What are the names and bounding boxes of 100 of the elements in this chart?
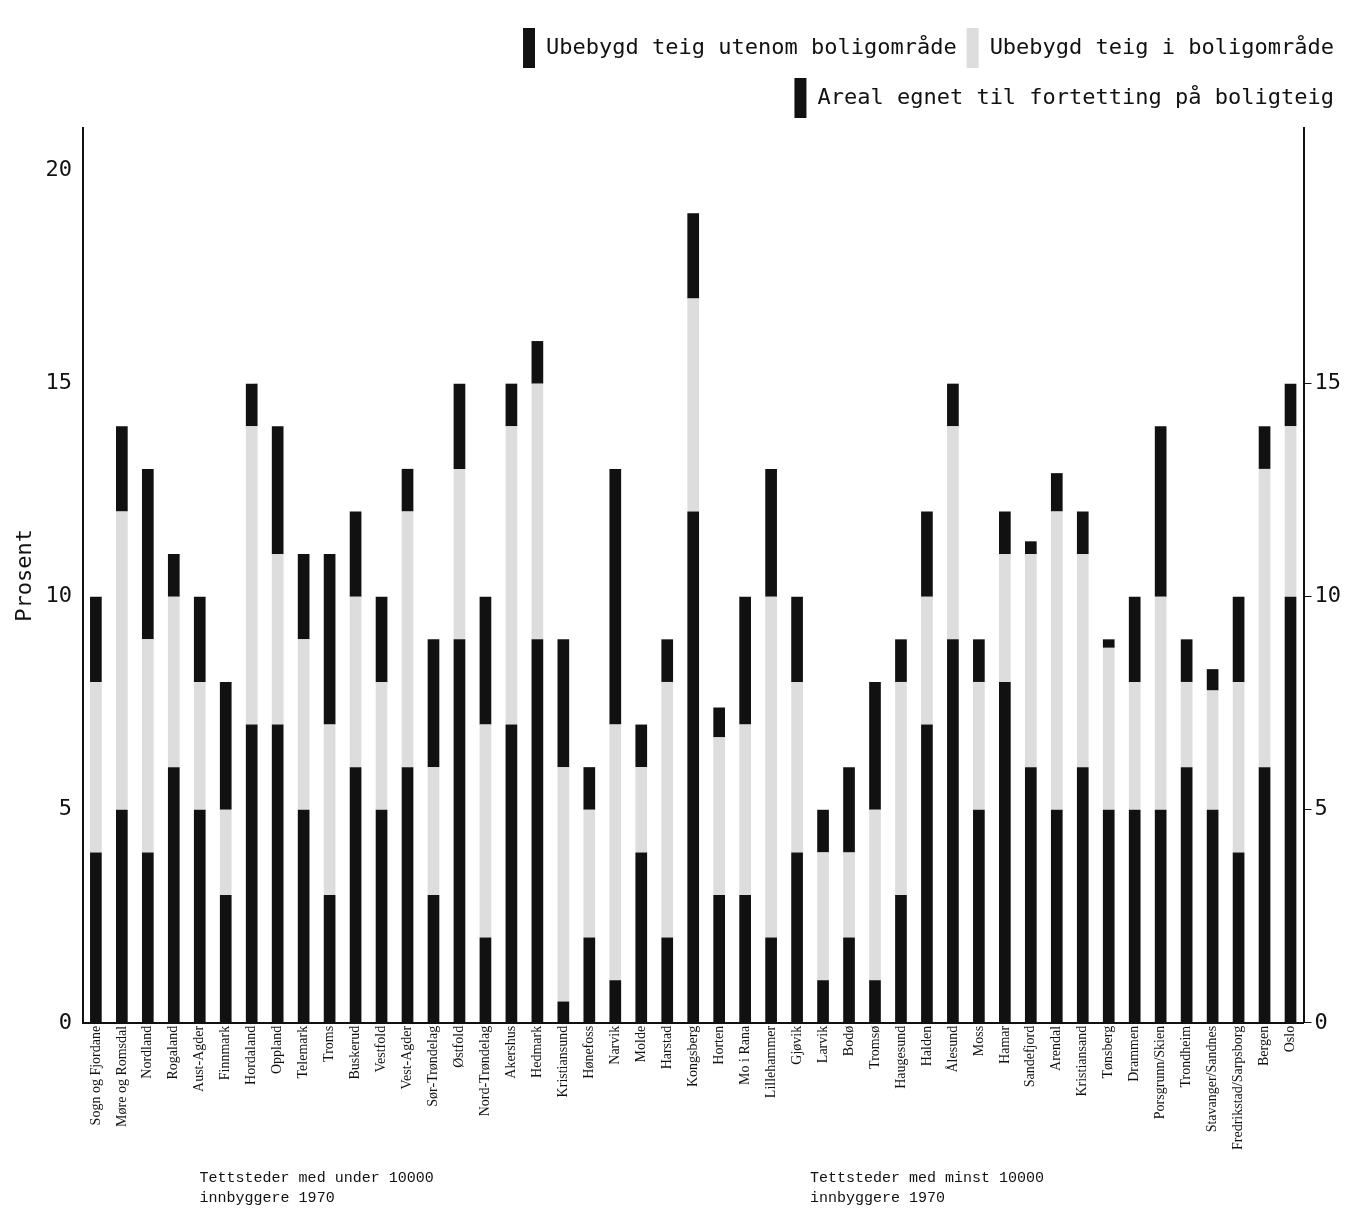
x-tick-label: Akershus (503, 1025, 519, 1079)
y-tick-label: 0 (58, 1008, 72, 1034)
text: Tettsteder med minst 10000 innbyggere 1970 (809, 1169, 1044, 1207)
bar (1284, 426, 1297, 597)
bar (1258, 426, 1271, 469)
x-tick-label: Horten (710, 1025, 726, 1065)
bar (401, 511, 414, 768)
bar (116, 426, 128, 512)
x-tick-label: Tromsø (866, 1025, 882, 1069)
bar (401, 468, 414, 512)
bar (1050, 511, 1063, 810)
bar (1206, 690, 1219, 810)
x-tick-label: Hamar (996, 1025, 1012, 1064)
x-tick-label: Porsgrunn/Skien (1152, 1025, 1168, 1120)
bar (843, 767, 855, 853)
bar (479, 724, 492, 938)
bar (1128, 681, 1141, 810)
x-tick-label: Buskerud (347, 1025, 363, 1080)
y-tick-label: 15 (45, 369, 72, 395)
x-tick-label: Østfold (451, 1025, 467, 1068)
bar (869, 681, 881, 810)
bar (817, 809, 829, 853)
bar (323, 554, 336, 725)
x-tick-label: Lillehammer (762, 1025, 778, 1099)
x-tick-label: Hedmark (529, 1025, 545, 1078)
text: Tettsteder med under 10000 innbyggere 1970 (199, 1169, 434, 1207)
bar (1154, 426, 1167, 597)
bar (687, 298, 700, 512)
bar (479, 596, 492, 725)
x-tick-label: Kristiansand (1074, 1025, 1090, 1097)
x-tick-label: Sør-Trøndelag (425, 1025, 441, 1107)
bar (999, 554, 1011, 682)
bar (453, 383, 466, 469)
bar (583, 809, 596, 938)
x-tick-label: Telemark (295, 1025, 311, 1079)
bar (635, 767, 648, 853)
x-tick-label: Stavanger/Sandnes (1204, 1025, 1220, 1133)
bar (1232, 596, 1245, 682)
bar (349, 511, 362, 597)
bar (349, 596, 362, 768)
bar (245, 426, 258, 725)
bar (999, 511, 1011, 555)
bar (1154, 596, 1167, 810)
legend-label: Ubebygd teig utenom boligområde (546, 33, 957, 59)
bar (219, 809, 232, 895)
x-tick-label: Gjøvik (788, 1025, 804, 1065)
x-tick-label: Møre og Romsdal (113, 1025, 129, 1127)
y2-tick-label: 0 (1314, 1008, 1328, 1034)
bar (1050, 473, 1063, 512)
y-tick-label: 20 (45, 156, 72, 182)
x-tick-label: Troms (321, 1025, 337, 1062)
x-tick-label: Ålesund (944, 1025, 960, 1073)
bar (531, 383, 544, 640)
bar (739, 596, 751, 725)
x-tick-label: Vest-Agder (399, 1025, 415, 1090)
bar (765, 596, 777, 938)
bar (297, 554, 310, 640)
bar (583, 767, 596, 810)
x-tick-label: Nordland (139, 1025, 155, 1079)
bar (791, 596, 803, 682)
x-tick-label: Kristiansund (555, 1025, 571, 1098)
bar (791, 681, 803, 853)
bar (141, 468, 154, 640)
bar (297, 639, 310, 810)
x-tick-label: Vestfold (373, 1025, 389, 1073)
bar (1206, 669, 1219, 691)
bar (427, 767, 440, 895)
x-tick-label: Moss (970, 1025, 986, 1057)
x-tick-label: Aust-Agder (191, 1025, 207, 1092)
bar (1284, 383, 1297, 427)
bar (193, 596, 206, 682)
bar (90, 681, 102, 853)
bar (1076, 511, 1089, 555)
x-tick-label: Finnmark (217, 1025, 233, 1081)
y-axis-title: Prosent (10, 529, 36, 622)
x-tick-label: Oppland (269, 1025, 285, 1075)
bar (116, 511, 128, 810)
y2-tick-label: 10 (1314, 582, 1342, 608)
bar (167, 554, 180, 597)
x-tick-label: Halden (918, 1025, 934, 1067)
bar (1076, 554, 1089, 768)
bar (609, 724, 622, 981)
x-tick-label: Nord-Trøndelag (477, 1025, 493, 1117)
x-tick-label: Mo i Rana (736, 1025, 752, 1085)
bar (609, 468, 622, 725)
bar (90, 596, 102, 682)
x-tick-label: Bergen (1256, 1025, 1272, 1067)
x-tick-label: Haugesund (892, 1025, 908, 1089)
bar (817, 852, 829, 981)
x-tick-label: Larvik (814, 1025, 830, 1064)
bar (765, 468, 777, 597)
bar (193, 681, 206, 810)
x-tick-label: Arendal (1048, 1025, 1064, 1071)
x-tick-label: Sandefjord (1022, 1025, 1038, 1088)
bar (921, 511, 933, 597)
bar (947, 383, 959, 427)
bar (843, 852, 855, 938)
x-tick-label: Sogn og Fjordane (87, 1025, 103, 1126)
bar (453, 468, 466, 640)
bar (1232, 681, 1245, 853)
